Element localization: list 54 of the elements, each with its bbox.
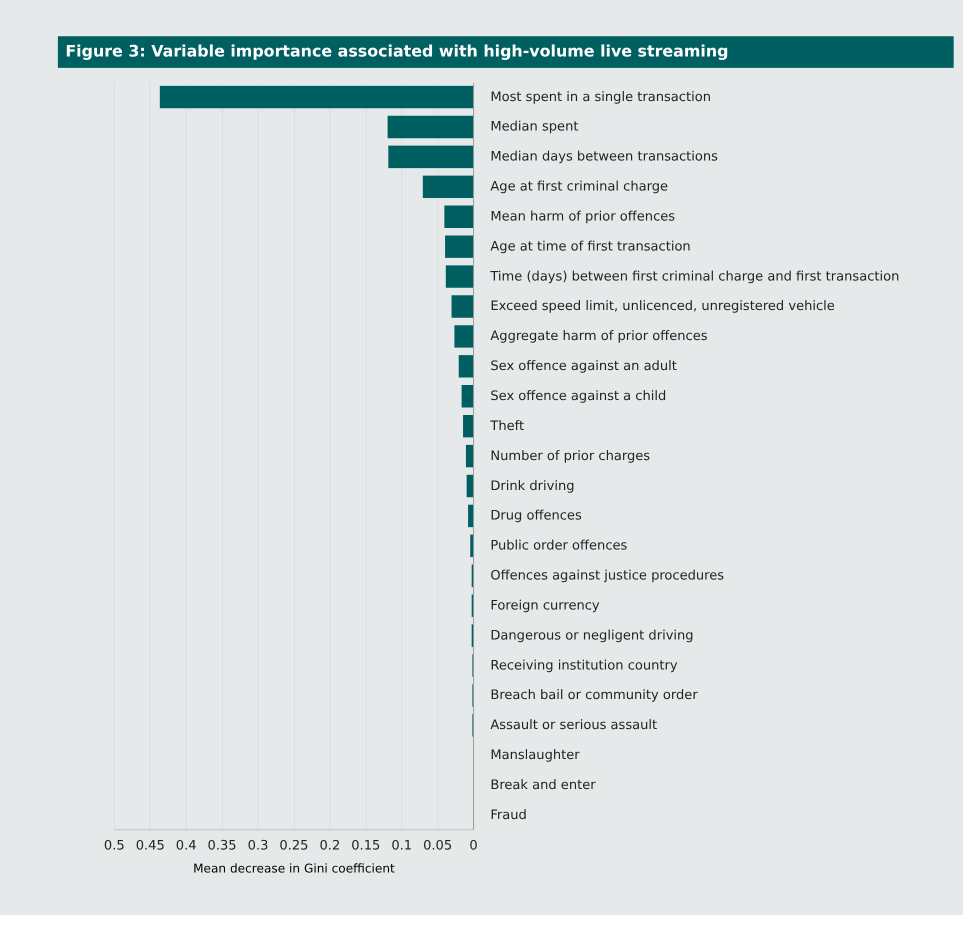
x-axis-title: Mean decrease in Gini coefficient: [193, 862, 396, 876]
y-tick-label: Drink driving: [490, 478, 575, 494]
y-tick-label: Age at time of first transaction: [490, 239, 691, 254]
y-tick-label: Most spent in a single transaction: [490, 90, 711, 105]
y-tick-label: Public order offences: [490, 538, 628, 554]
x-tick-label: 0.05: [423, 838, 452, 854]
y-tick-label: Theft: [489, 418, 524, 434]
x-tick-label: 0.1: [391, 838, 412, 854]
x-tick-label: 0.3: [248, 838, 268, 854]
y-tick-label: Sex offence against an adult: [490, 359, 677, 374]
y-tick-label: Median days between transactions: [490, 150, 718, 165]
x-tick-label: 0.35: [208, 838, 237, 854]
y-tick-label: Time (days) between first criminal charge and first transaction: [489, 269, 900, 284]
y-tick-label: Foreign currency: [490, 598, 600, 614]
x-tick-label: 0.2: [319, 838, 340, 854]
bar: [466, 444, 474, 468]
y-tick-label: Fraud: [490, 808, 527, 823]
bar: [462, 385, 474, 408]
chart-title: Figure 3: Variable importance associated with high-volume live streaming: [65, 42, 728, 61]
y-tick-label: Manslaughter: [490, 748, 580, 764]
bar: [468, 504, 474, 528]
y-tick-label: Breach bail or community order: [490, 688, 698, 704]
bar: [422, 176, 474, 198]
bar: [444, 206, 474, 228]
bar: [446, 265, 474, 288]
y-tick-label: Drug offences: [490, 508, 582, 524]
y-tick-label: Mean harm of prior offences: [490, 209, 676, 224]
bar: [388, 116, 474, 138]
bar: [463, 414, 474, 438]
bar: [445, 235, 474, 258]
x-tick-label: 0.15: [351, 838, 380, 854]
bar: [160, 86, 474, 108]
y-tick-label: Assault or serious assault: [490, 718, 658, 734]
y-tick-label: Exceed speed limit, unlicenced, unregistered vehicle: [490, 299, 835, 314]
x-tick-label: 0.45: [136, 838, 165, 854]
x-tick-label: 0.25: [279, 838, 308, 854]
bar: [452, 295, 474, 318]
x-tick-label: 0.4: [176, 838, 197, 854]
y-tick-label: Age at first criminal charge: [490, 180, 668, 195]
y-tick-label: Receiving institution country: [490, 658, 678, 674]
bar: [454, 325, 474, 348]
bar: [458, 355, 474, 378]
bar: [388, 146, 474, 168]
y-tick-label: Break and enter: [490, 778, 596, 793]
y-tick-label: Number of prior charges: [490, 448, 650, 464]
y-tick-label: Offences against justice procedures: [490, 568, 724, 584]
bar: [466, 474, 474, 498]
y-tick-label: Median spent: [490, 120, 578, 135]
x-tick-label: 0.5: [104, 838, 125, 854]
x-tick-label: 0: [469, 838, 478, 854]
y-tick-label: Sex offence against a child: [490, 388, 666, 404]
y-tick-label: Dangerous or negligent driving: [490, 628, 694, 644]
y-tick-label: Aggregate harm of prior offences: [490, 329, 708, 344]
bar: [470, 534, 474, 558]
